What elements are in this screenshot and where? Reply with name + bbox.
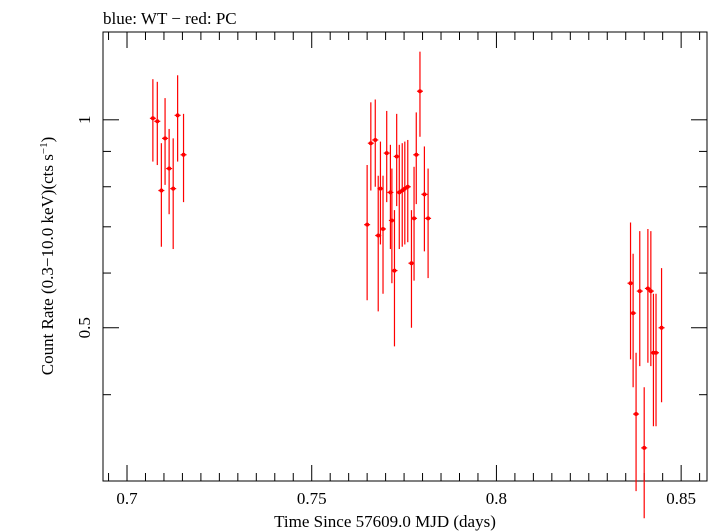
data-point [170,138,177,250]
data-point [421,146,428,252]
data-marker [368,141,373,146]
data-point [154,81,161,166]
data-point [391,210,398,347]
data-marker [181,152,186,157]
data-point [404,139,411,243]
data-point [658,268,665,403]
data-point [653,293,660,427]
data-points [149,51,665,519]
data-point [377,141,384,245]
data-marker [159,188,164,193]
data-marker [426,216,431,221]
data-marker [155,119,160,124]
y-axis-label-close: ) [38,137,57,143]
data-marker [378,186,383,191]
data-point [647,231,654,367]
data-point [367,102,374,191]
data-marker [654,350,659,355]
data-marker [422,192,427,197]
data-point [636,231,643,367]
x-tick-label: 0.75 [297,489,327,508]
y-axis-label-exponent: −1 [38,142,50,154]
data-marker [167,166,172,171]
data-marker [163,136,168,141]
x-tick-labels: 0.7 0.75 0.8 0.85 [116,489,696,508]
data-point [630,253,637,388]
data-marker [394,154,399,159]
y-axis-label: Count Rate (0.3−10.0 keV)(cts s−1) [38,137,57,376]
data-point [641,387,648,519]
data-point [644,228,651,363]
data-marker [659,325,664,330]
data-marker [389,218,394,223]
data-point [396,144,403,250]
data-point [158,143,165,247]
data-point [633,352,640,492]
data-marker [637,289,642,294]
data-marker [171,186,176,191]
data-marker [392,268,397,273]
data-point [383,110,390,203]
data-marker [397,190,402,195]
data-marker [631,311,636,316]
data-point [401,141,408,245]
data-point [372,99,379,187]
data-point [413,112,420,205]
data-marker [417,89,422,94]
data-marker [648,289,653,294]
chart-title: blue: WT − red: PC [103,9,237,28]
data-marker [376,233,381,238]
x-axis-label: Time Since 57609.0 MJD (days) [274,512,496,531]
data-marker [409,261,414,266]
data-marker [412,216,417,221]
data-point [416,51,423,137]
data-marker [642,445,647,450]
x-tick-label: 0.8 [486,489,507,508]
y-tick-label: 0.5 [75,317,94,338]
y-axis-label-main: Count Rate (0.3−10.0 keV)(cts s [38,154,57,375]
plot-frame [102,31,708,482]
data-point [380,175,387,294]
x-tick-label: 0.85 [666,489,696,508]
data-point [166,128,173,215]
y-tick-label: 1 [75,116,94,125]
data-point [364,165,371,301]
y-tick-labels: 0.51 [75,116,94,339]
data-point [162,98,169,185]
data-marker [628,281,633,286]
data-point [411,166,418,281]
data-point [180,113,187,203]
data-marker [645,286,650,291]
x-tick-label: 0.7 [116,489,138,508]
data-marker [373,137,378,142]
data-marker [402,186,407,191]
data-marker [365,222,370,227]
axis-ticks [103,32,707,482]
data-point [425,168,432,279]
data-marker [381,226,386,231]
data-marker [384,151,389,156]
data-marker [405,184,410,189]
data-point [149,79,156,162]
data-marker [150,116,155,121]
data-marker [634,412,639,417]
data-point [387,144,394,250]
data-marker [414,152,419,157]
data-point [174,75,181,162]
data-marker [175,113,180,118]
